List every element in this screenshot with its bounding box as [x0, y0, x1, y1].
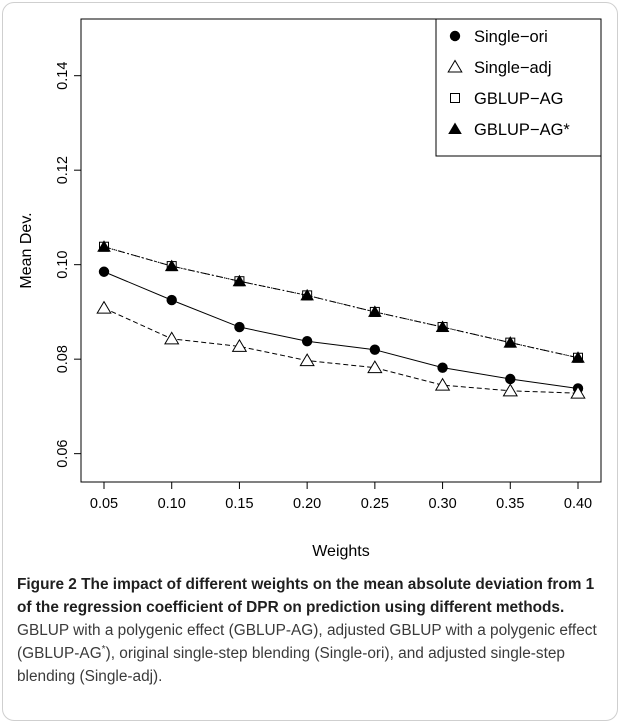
legend-marker: [447, 59, 463, 73]
legend-marker: [449, 30, 461, 42]
x-tick-label: 0.15: [225, 496, 253, 512]
line-chart: 0.05 0.10 0.15 0.20 0.25 0.30 0.35 0.40 0.06 0.08…: [18, 18, 602, 560]
legend-marker: [448, 122, 462, 134]
series-0-point: [369, 344, 381, 355]
series-1-point: [164, 331, 180, 345]
caption-body-part2: ), original single-step blending (Single…: [17, 645, 565, 685]
x-tick-label: 0.25: [361, 496, 389, 512]
x-tick-label: 0.20: [293, 496, 321, 512]
x-axis-label: Weights: [312, 543, 370, 560]
x-tick-label: 0.35: [496, 496, 524, 512]
series-1-point: [231, 338, 248, 352]
series-0-point: [301, 336, 313, 347]
series-1-point: [96, 300, 112, 314]
legend-label: GBLUP−AG*: [474, 121, 570, 139]
y-axis-label: Mean Dev.: [18, 212, 35, 288]
series-3-point: [571, 351, 585, 363]
series-0-point: [234, 321, 245, 333]
caption-star: *: [101, 643, 106, 655]
series-0-point: [98, 266, 110, 277]
series-3-point: [97, 240, 111, 252]
series-1-point: [299, 353, 315, 367]
legend-box: [435, 18, 602, 157]
x-tick-label: 0.05: [90, 496, 118, 512]
x-tick-label: 0.40: [564, 496, 592, 512]
series-1-point: [570, 385, 586, 399]
series-1-point: [434, 377, 451, 391]
series-0-point: [437, 362, 448, 373]
caption-figure-label: Figure 2: [17, 576, 77, 593]
y-tick-label: 0.12: [55, 156, 71, 184]
plot-area-border: [80, 18, 602, 483]
series-0-line: [103, 271, 579, 389]
legend-label: Single−adj: [474, 59, 552, 77]
series-3-point: [368, 305, 382, 317]
series-0-point: [166, 294, 177, 306]
series-3-point: [503, 336, 518, 348]
y-tick-label: 0.10: [55, 251, 71, 279]
caption-body-part1: GBLUP with a polygenic effect (GBLUP-AG)…: [17, 622, 597, 662]
series-1-point: [367, 360, 383, 374]
x-tick-label: 0.10: [158, 496, 186, 512]
legend: Single−ori Single−adj GBLUP−AG GBLUP−AG*: [435, 18, 602, 157]
caption-title: The impact of different weights on the m…: [17, 576, 595, 616]
y-tick-label: 0.08: [55, 345, 71, 373]
legend-marker: [450, 93, 460, 103]
series-3-point: [232, 274, 247, 287]
series-3-point: [164, 259, 179, 272]
y-tick-label: 0.06: [55, 440, 71, 468]
y-tick-label: 0.14: [55, 62, 71, 90]
series-1-point: [502, 383, 518, 397]
series-3-point: [435, 320, 450, 333]
series-3-point: [300, 288, 314, 301]
legend-label: Single−ori: [474, 28, 548, 46]
legend-label: GBLUP−AG: [474, 90, 563, 108]
x-tick-label: 0.30: [428, 496, 456, 512]
series-0-point: [505, 373, 516, 385]
figure-caption: Figure 2 The impact of different weights…: [17, 573, 607, 688]
